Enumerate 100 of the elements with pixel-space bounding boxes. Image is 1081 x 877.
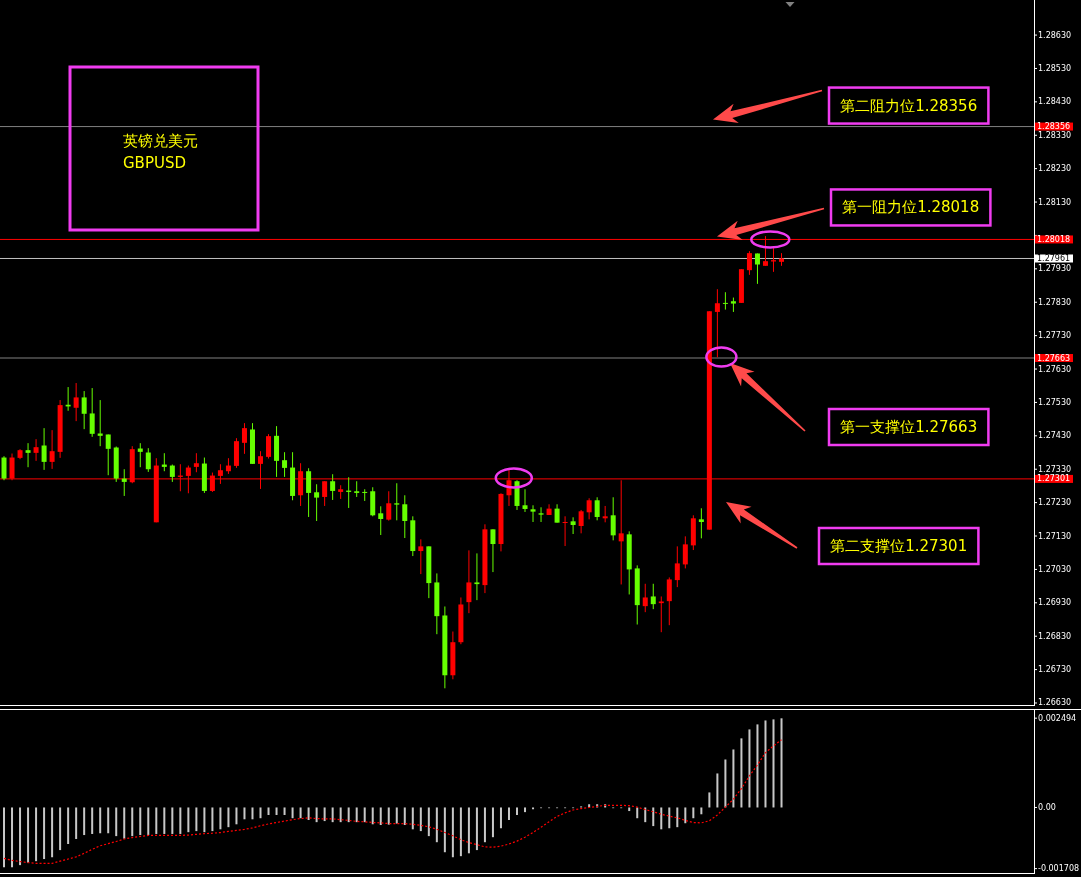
line-series xyxy=(3,739,783,864)
candlestick xyxy=(193,452,199,473)
candlestick xyxy=(81,390,87,430)
bar xyxy=(692,807,695,819)
y-tick-label: 1.27530 xyxy=(1038,397,1072,407)
bar xyxy=(684,807,687,824)
candlestick xyxy=(530,504,536,523)
candlestick xyxy=(418,538,424,575)
bar xyxy=(756,724,759,808)
candlestick xyxy=(554,503,560,524)
y-tick-label: 1.27330 xyxy=(1038,464,1072,474)
candlestick xyxy=(306,467,312,518)
candlestick xyxy=(650,583,656,610)
candlestick xyxy=(362,488,368,502)
candlestick xyxy=(658,595,664,633)
y-tick-label: 0.00 xyxy=(1038,802,1056,812)
candlestick xyxy=(314,483,320,522)
y-tick-label: 1.28230 xyxy=(1038,164,1072,174)
bar xyxy=(211,807,214,832)
candlestick xyxy=(386,490,392,522)
annotation: 第一阻力位1.28018 xyxy=(842,198,980,217)
bar xyxy=(251,807,254,820)
bar xyxy=(491,807,494,838)
candlestick xyxy=(25,442,31,468)
bar xyxy=(171,807,174,834)
bar xyxy=(35,807,38,862)
bar xyxy=(163,807,166,834)
y-tick-label: 1.28330 xyxy=(1038,130,1072,140)
bar xyxy=(3,807,6,868)
bar xyxy=(131,807,134,837)
candlestick xyxy=(562,515,568,547)
candlestick xyxy=(642,583,648,613)
bar xyxy=(363,807,366,823)
ref-line-label: 1.27301 xyxy=(1037,474,1071,484)
bar xyxy=(443,807,446,853)
bar xyxy=(644,807,647,823)
candlestick xyxy=(578,509,584,534)
bar xyxy=(75,807,78,839)
candlestick xyxy=(522,488,528,513)
bar xyxy=(11,807,14,868)
bar xyxy=(475,807,478,851)
bar xyxy=(243,807,246,820)
y-tick-label: 1.26630 xyxy=(1038,698,1072,708)
y-tick-label: 1.27230 xyxy=(1038,498,1072,508)
bar xyxy=(427,807,430,837)
bar xyxy=(195,807,198,832)
bar xyxy=(411,807,414,830)
candlestick xyxy=(282,451,288,478)
candlestick xyxy=(41,427,47,471)
bar xyxy=(379,807,382,826)
candlestick xyxy=(105,433,111,476)
bar xyxy=(235,807,238,825)
bar xyxy=(19,807,22,866)
ref-line-label: 1.27961 xyxy=(1037,253,1071,263)
candlestick xyxy=(490,528,496,573)
candlestick xyxy=(754,252,760,285)
bar xyxy=(27,807,30,863)
bar xyxy=(371,807,374,825)
bar xyxy=(259,807,262,819)
bar xyxy=(524,807,527,813)
bar xyxy=(708,792,711,808)
bar xyxy=(283,807,286,815)
bar xyxy=(764,720,767,808)
bar xyxy=(516,807,518,815)
y-tick-label: 1.28430 xyxy=(1038,97,1072,107)
bar xyxy=(732,749,735,808)
bar xyxy=(660,807,663,830)
annotation: 第一支撑位1.27663 xyxy=(840,418,978,436)
candlestick xyxy=(73,382,79,422)
annotation: 第二阻力位1.28356 xyxy=(840,96,978,115)
bar xyxy=(748,729,751,808)
ref-line-label: 1.28356 xyxy=(1037,122,1071,132)
candlestick xyxy=(241,422,247,455)
bar xyxy=(323,807,326,822)
candlestick xyxy=(97,399,103,447)
bar xyxy=(299,807,302,819)
y-tick-label: 0.002494 xyxy=(1038,713,1077,723)
candlestick xyxy=(1,455,7,481)
candlestick xyxy=(722,291,728,311)
y-tick-label: 1.27430 xyxy=(1038,431,1072,441)
bar xyxy=(772,719,775,808)
bar xyxy=(628,807,631,812)
y-tick-label: -0.001708 xyxy=(1038,864,1080,874)
candlestick xyxy=(594,496,600,521)
bar xyxy=(419,807,422,832)
bar xyxy=(724,759,727,808)
candlestick xyxy=(266,433,272,460)
candlestick xyxy=(746,250,752,276)
bar xyxy=(403,807,406,826)
y-tick-label: 1.26730 xyxy=(1038,665,1072,675)
bar xyxy=(700,807,703,815)
bar xyxy=(451,807,454,858)
bar xyxy=(652,807,655,827)
bar xyxy=(147,807,150,836)
bar xyxy=(51,807,54,858)
bar xyxy=(275,807,278,815)
text: GBPUSD xyxy=(123,154,187,172)
candlestick xyxy=(666,576,672,626)
bar xyxy=(123,807,126,839)
bar xyxy=(507,807,510,820)
